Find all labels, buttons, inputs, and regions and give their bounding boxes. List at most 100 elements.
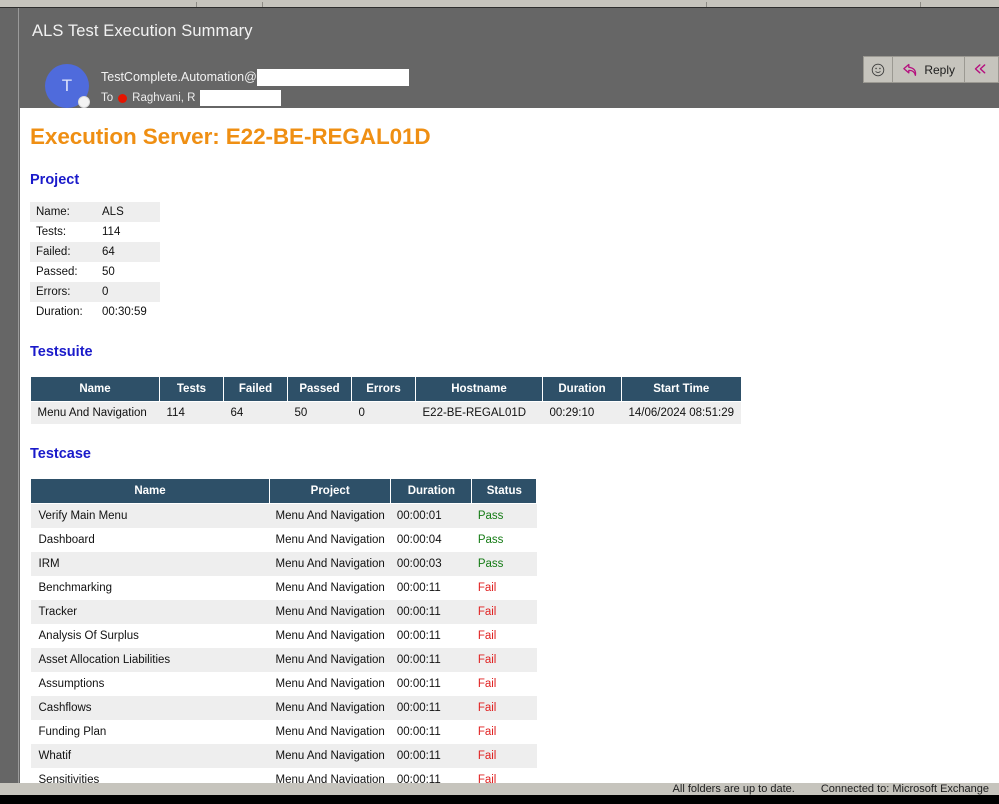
sender-address[interactable]: TestComplete.Automation@ [101, 69, 409, 86]
testcase-cell-status: Fail [471, 600, 537, 624]
testcase-cell-name: Dashboard [30, 528, 270, 552]
project-summary-key: Tests: [30, 222, 96, 242]
testcase-cell-duration: 00:00:03 [390, 552, 472, 576]
testsuite-col-hostname[interactable]: Hostname [415, 376, 543, 402]
table-row: Benchmarking Menu And Navigation 00:00:11 F… [30, 576, 537, 600]
testcase-cell-name: Asset Allocation Liabilities [30, 648, 270, 672]
testcase-header-row: Name Project Duration Status [30, 478, 538, 504]
testsuite-col-failed[interactable]: Failed [223, 376, 288, 402]
project-summary-row: Name: ALS [30, 202, 160, 222]
testcase-cell-status: Fail [471, 576, 537, 600]
testcase-cell-project: Menu And Navigation [269, 552, 391, 576]
project-summary-value: 00:30:59 [96, 302, 160, 322]
project-summary-table: Name: ALS Tests: 114 Failed: 64 Passed: 50 Error… [30, 202, 160, 322]
testsuite-col-passed[interactable]: Passed [287, 376, 352, 402]
recipient-presence-icon [118, 93, 128, 103]
testcase-col-name[interactable]: Name [30, 478, 270, 504]
testcase-cell-project: Menu And Navigation [269, 576, 391, 600]
testcase-cell-project: Menu And Navigation [269, 600, 391, 624]
testcase-cell-status: Fail [471, 624, 537, 648]
avatar[interactable]: T [45, 64, 90, 108]
testsuite-cell-errors: 0 [351, 401, 416, 424]
testcase-cell-duration: 00:00:11 [390, 648, 472, 672]
testcase-cell-status: Pass [471, 528, 537, 552]
project-summary-row: Failed: 64 [30, 242, 160, 262]
testcase-cell-status: Fail [471, 648, 537, 672]
recipient-name[interactable]: Raghvani, R [132, 92, 196, 104]
testsuite-table-body: Menu And Navigation 114 64 50 0 E22-BE-REGAL0… [30, 401, 742, 424]
testsuite-cell-tests: 114 [159, 401, 224, 424]
testcase-cell-name: Analysis Of Surplus [30, 624, 270, 648]
testcase-col-status[interactable]: Status [471, 478, 538, 504]
reply-all-arrow-icon [974, 63, 989, 77]
testcase-cell-status: Fail [471, 696, 537, 720]
table-row: Verify Main Menu Menu And Navigation 00:00… [30, 503, 537, 528]
redaction-block-recipient [200, 90, 282, 106]
testcase-col-project[interactable]: Project [268, 478, 392, 504]
testsuite-cell-passed: 50 [287, 401, 352, 424]
testcase-col-duration[interactable]: Duration [390, 478, 473, 504]
testcase-cell-project: Menu And Navigation [269, 696, 391, 720]
reply-button-label: Reply [924, 62, 955, 77]
project-summary-row: Tests: 114 [30, 222, 160, 242]
testcase-cell-name: Verify Main Menu [30, 503, 270, 528]
sender-address-text: TestComplete.Automation@ [101, 69, 257, 84]
avatar-initial: T [45, 64, 89, 108]
mail-subject: ALS Test Execution Summary [32, 22, 253, 40]
smiley-icon [871, 63, 885, 77]
testsuite-col-tests[interactable]: Tests [159, 376, 224, 402]
testcase-cell-project: Menu And Navigation [269, 528, 391, 552]
email-body: Execution Server: E22-BE-REGAL01D Projec… [20, 108, 999, 791]
testsuite-col-errors[interactable]: Errors [351, 376, 416, 402]
testcase-cell-project: Menu And Navigation [269, 672, 391, 696]
project-summary-row: Passed: 50 [30, 262, 160, 282]
testcase-cell-status: Fail [471, 672, 537, 696]
testsuite-col-start[interactable]: Start Time [621, 376, 742, 402]
table-row: Whatif Menu And Navigation 00:00:11 Fail [30, 744, 537, 768]
project-summary-key: Name: [30, 202, 96, 222]
ribbon-sliver [0, 0, 999, 8]
reading-pane: ALS Test Execution Summary T TestComplet… [18, 8, 999, 791]
testcase-cell-name: Assumptions [30, 672, 270, 696]
testcase-cell-duration: 00:00:04 [390, 528, 472, 552]
testsuite-col-name[interactable]: Name [30, 376, 160, 402]
testcase-table-body: Verify Main Menu Menu And Navigation 00:00… [30, 503, 537, 791]
page-title: Execution Server: E22-BE-REGAL01D [30, 124, 431, 149]
project-summary-value: 114 [96, 222, 160, 242]
testcase-cell-status: Pass [471, 503, 537, 528]
testsuite-header-row: Name Tests Failed Passed Errors Hostname… [30, 376, 742, 402]
project-summary-key: Passed: [30, 262, 96, 282]
testsuite-col-duration[interactable]: Duration [542, 376, 622, 402]
testcase-cell-duration: 00:00:11 [390, 600, 472, 624]
project-summary-value: 50 [96, 262, 160, 282]
testsuite-cell-duration: 00:29:10 [542, 401, 622, 424]
testcase-cell-project: Menu And Navigation [269, 720, 391, 744]
reply-button-group: Reply [863, 56, 999, 83]
testcase-cell-duration: 00:00:01 [390, 503, 472, 528]
reply-all-button[interactable] [964, 56, 999, 83]
testcase-cell-status: Fail [471, 720, 537, 744]
table-row: IRM Menu And Navigation 00:00:03 Pass [30, 552, 537, 576]
testcase-cell-name: Benchmarking [30, 576, 270, 600]
project-summary-value: 0 [96, 282, 160, 302]
testcase-cell-name: IRM [30, 552, 270, 576]
testcase-cell-name: Funding Plan [30, 720, 270, 744]
project-summary-value: 64 [96, 242, 160, 262]
table-row: Menu And Navigation 114 64 50 0 E22-BE-REGAL0… [30, 401, 742, 424]
testcase-cell-project: Menu And Navigation [269, 503, 391, 528]
reply-button[interactable]: Reply [892, 56, 964, 83]
testcase-cell-status: Fail [471, 744, 537, 768]
table-row: Analysis Of Surplus Menu And Navigation 00… [30, 624, 537, 648]
testsuite-table-head: Name Tests Failed Passed Errors Hostname… [30, 376, 742, 402]
react-button[interactable] [863, 56, 893, 83]
testcase-cell-duration: 00:00:11 [390, 576, 472, 600]
section-heading-testsuite: Testsuite [30, 344, 93, 360]
status-bar: All folders are up to date. Connected to… [0, 783, 999, 795]
reply-arrow-icon [902, 63, 919, 77]
table-row: Tracker Menu And Navigation 00:00:11 Fail [30, 600, 537, 624]
testcase-cell-project: Menu And Navigation [269, 648, 391, 672]
connection-status-text: Connected to: Microsoft Exchange [820, 783, 989, 795]
folders-status-text: All folders are up to date. [672, 783, 795, 795]
testcase-cell-duration: 00:00:11 [390, 720, 472, 744]
